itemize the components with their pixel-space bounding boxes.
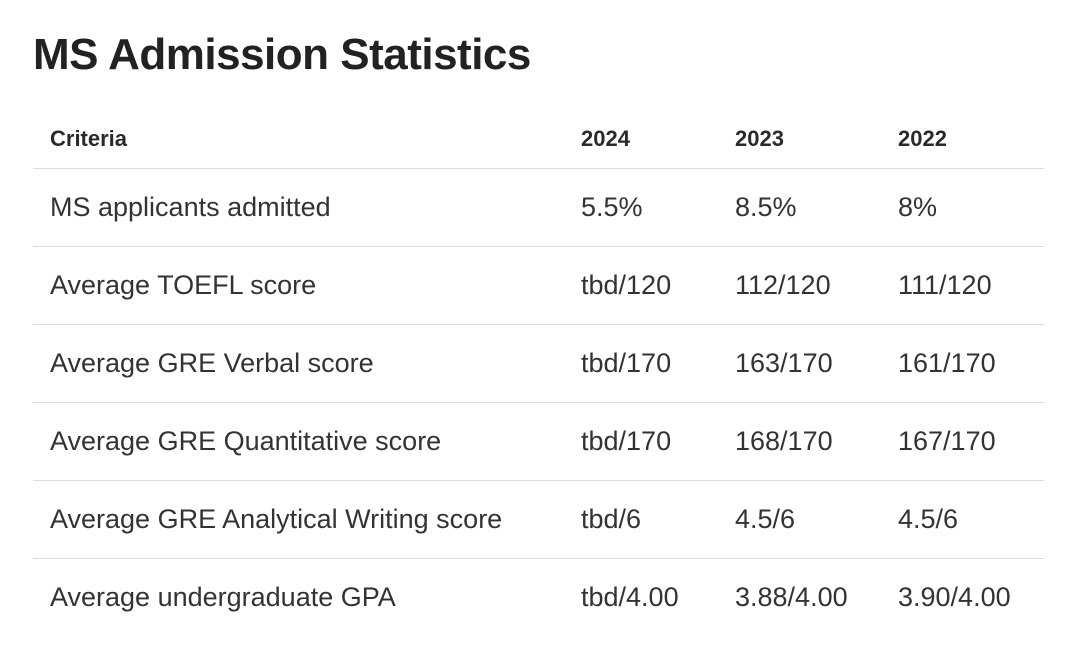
value-2024-cell: tbd/170 (564, 402, 718, 481)
value-2022-cell: 161/170 (881, 324, 1044, 403)
value-2024-cell: 5.5% (564, 168, 718, 247)
header-2023: 2023 (718, 109, 881, 169)
value-2023-cell: 163/170 (718, 324, 881, 403)
table-row: MS applicants admitted 5.5% 8.5% 8% (33, 168, 1044, 247)
value-2024-cell: tbd/120 (564, 246, 718, 325)
value-2022-cell: 8% (881, 168, 1044, 247)
table-row: Average undergraduate GPA tbd/4.00 3.88/… (33, 559, 1044, 637)
header-row: Criteria 2024 2023 2022 (33, 109, 1044, 169)
value-2024-cell: tbd/170 (564, 324, 718, 403)
value-2022-cell: 167/170 (881, 402, 1044, 481)
criteria-cell: Average GRE Verbal score (33, 324, 564, 403)
value-2023-cell: 4.5/6 (718, 480, 881, 559)
value-2023-cell: 8.5% (718, 168, 881, 247)
criteria-cell: Average undergraduate GPA (50, 582, 396, 612)
value-2022-cell: 4.5/6 (881, 480, 1044, 559)
page-title: MS Admission Statistics (33, 30, 531, 79)
table-body: MS applicants admitted 5.5% 8.5% 8% Aver… (33, 168, 1044, 637)
criteria-cell: Average TOEFL score (33, 246, 564, 325)
header-2024: 2024 (564, 109, 718, 169)
header-2022: 2022 (881, 109, 1044, 169)
value-2024-cell: tbd/6 (564, 480, 718, 559)
admission-stats-table: Criteria 2024 2023 2022 MS applicants ad… (33, 109, 1044, 636)
value-2023-cell: 3.88/4.00 (735, 582, 848, 612)
header-criteria: Criteria (33, 109, 564, 169)
value-2024-cell: tbd/4.00 (581, 582, 679, 612)
criteria-cell: Average GRE Analytical Writing score (33, 480, 564, 559)
value-2023-cell: 112/120 (718, 246, 881, 325)
value-2022-cell: 3.90/4.00 (898, 582, 1011, 612)
value-2022-cell: 111/120 (881, 246, 1044, 325)
table-row: Average TOEFL score tbd/120 112/120 111/… (33, 246, 1044, 325)
table-header: Criteria 2024 2023 2022 (33, 109, 1044, 169)
value-2023-cell: 168/170 (718, 402, 881, 481)
criteria-cell: MS applicants admitted (33, 168, 564, 247)
criteria-cell: Average GRE Quantitative score (33, 402, 564, 481)
table-row: Average GRE Analytical Writing score tbd… (33, 480, 1044, 559)
table-row: Average GRE Quantitative score tbd/170 1… (33, 402, 1044, 481)
table-row: Average GRE Verbal score tbd/170 163/170… (33, 324, 1044, 403)
